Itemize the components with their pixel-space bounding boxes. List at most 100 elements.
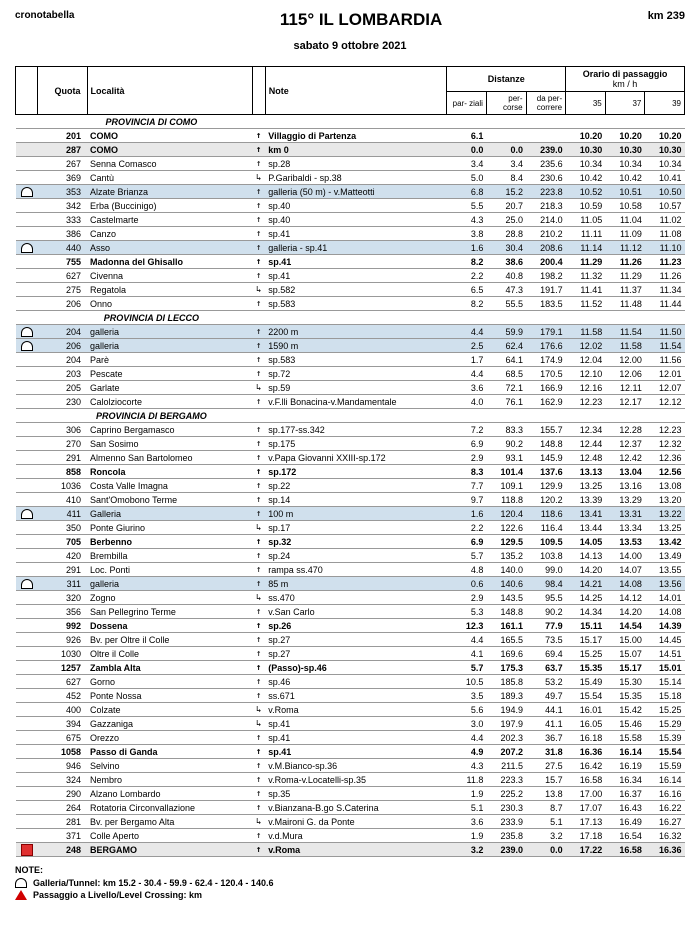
time-35: 14.34 xyxy=(566,605,606,619)
direction-icon: ↑ xyxy=(252,801,265,815)
dist-parziali: 3.6 xyxy=(447,381,487,395)
dist-parziali: 8.2 xyxy=(447,297,487,311)
dist-dapercorrere: 44.1 xyxy=(526,703,566,717)
time-39: 15.01 xyxy=(645,661,685,675)
time-35: 14.21 xyxy=(566,577,606,591)
localita: Ponte Nossa xyxy=(87,689,252,703)
direction-icon: ↑ xyxy=(252,577,265,591)
note: galleria (50 m) - v.Matteotti xyxy=(265,185,447,199)
dist-percorse xyxy=(486,129,526,143)
quota: 275 xyxy=(38,283,88,297)
direction-icon: ↑ xyxy=(252,395,265,409)
dist-percorse: 169.6 xyxy=(486,647,526,661)
dist-percorse: 76.1 xyxy=(486,395,526,409)
dist-parziali: 6.1 xyxy=(447,129,487,143)
time-39: 16.22 xyxy=(645,801,685,815)
table-row: 410Sant'Omobono Terme↑sp.149.7118.8120.2… xyxy=(16,493,685,507)
quota: 675 xyxy=(38,731,88,745)
table-row: 440Asso↑galleria - sp.411.630.4208.611.1… xyxy=(16,241,685,255)
quota: 290 xyxy=(38,787,88,801)
quota: 411 xyxy=(38,507,88,521)
dist-parziali: 2.5 xyxy=(447,339,487,353)
time-37: 15.58 xyxy=(605,731,645,745)
dist-parziali: 11.8 xyxy=(447,773,487,787)
time-35: 15.49 xyxy=(566,675,606,689)
dist-percorse: 3.4 xyxy=(486,157,526,171)
col-localita: Località xyxy=(87,67,252,115)
direction-icon: ↑ xyxy=(252,773,265,787)
dist-percorse: 83.3 xyxy=(486,423,526,437)
dist-dapercorrere: 109.5 xyxy=(526,535,566,549)
dist-parziali: 4.0 xyxy=(447,395,487,409)
dist-parziali: 7.2 xyxy=(447,423,487,437)
table-row: 411Galleria↑100 m1.6120.4118.613.4113.31… xyxy=(16,507,685,521)
dist-dapercorrere: 77.9 xyxy=(526,619,566,633)
dist-dapercorrere: 218.3 xyxy=(526,199,566,213)
time-35: 15.25 xyxy=(566,647,606,661)
localita: COMO xyxy=(87,129,252,143)
dist-dapercorrere: 176.6 xyxy=(526,339,566,353)
dist-parziali: 3.8 xyxy=(447,227,487,241)
quota: 205 xyxy=(38,381,88,395)
quota: 291 xyxy=(38,451,88,465)
dist-percorse: 109.1 xyxy=(486,479,526,493)
quota: 452 xyxy=(38,689,88,703)
time-37: 16.49 xyxy=(605,815,645,829)
dist-parziali: 5.5 xyxy=(447,199,487,213)
time-35: 17.13 xyxy=(566,815,606,829)
dist-dapercorrere: 95.5 xyxy=(526,591,566,605)
direction-icon: ↑ xyxy=(252,325,265,339)
direction-icon: ↑ xyxy=(252,199,265,213)
time-39: 13.22 xyxy=(645,507,685,521)
dist-dapercorrere: 13.8 xyxy=(526,787,566,801)
time-37: 12.28 xyxy=(605,423,645,437)
note: 85 m xyxy=(265,577,447,591)
quota: 627 xyxy=(38,269,88,283)
direction-icon: ↑ xyxy=(252,451,265,465)
time-35: 10.52 xyxy=(566,185,606,199)
dist-parziali: 3.2 xyxy=(447,843,487,857)
direction-icon: ↳ xyxy=(252,521,265,535)
direction-icon: ↑ xyxy=(252,269,265,283)
dist-parziali: 1.9 xyxy=(447,787,487,801)
dist-dapercorrere: 183.5 xyxy=(526,297,566,311)
note-tunnel-text: Galleria/Tunnel: km 15.2 - 30.4 - 59.9 -… xyxy=(33,878,273,888)
table-row: 386Canzo↑sp.413.828.8210.211.1111.0911.0… xyxy=(16,227,685,241)
time-39: 11.54 xyxy=(645,339,685,353)
dist-dapercorrere: 162.9 xyxy=(526,395,566,409)
time-35: 11.32 xyxy=(566,269,606,283)
time-39: 11.08 xyxy=(645,227,685,241)
table-row: 1058Passo di Ganda↑sp.414.9207.231.816.3… xyxy=(16,745,685,759)
note-level-line: Passaggio a Livello/Level Crossing: km xyxy=(15,890,685,900)
table-row: 306Caprino Bergamasco↑sp.177-ss.3427.283… xyxy=(16,423,685,437)
time-37: 14.54 xyxy=(605,619,645,633)
col-orario: Orario di passaggio km / h xyxy=(566,67,685,92)
time-37: 15.46 xyxy=(605,717,645,731)
dist-dapercorrere: 69.4 xyxy=(526,647,566,661)
table-row: 206galleria↑1590 m2.562.4176.612.0211.58… xyxy=(16,339,685,353)
dist-dapercorrere: 208.6 xyxy=(526,241,566,255)
time-37: 11.37 xyxy=(605,283,645,297)
direction-icon: ↑ xyxy=(252,563,265,577)
note: sp.583 xyxy=(265,353,447,367)
table-row: 205Garlate↳sp.593.672.1166.912.1612.1112… xyxy=(16,381,685,395)
time-37: 13.04 xyxy=(605,465,645,479)
dist-percorse: 20.7 xyxy=(486,199,526,213)
quota: 410 xyxy=(38,493,88,507)
table-row: 248BERGAMO↑v.Roma3.2239.00.017.2216.5816… xyxy=(16,843,685,857)
dist-dapercorrere: 166.9 xyxy=(526,381,566,395)
time-37: 10.20 xyxy=(605,129,645,143)
localita: Dossena xyxy=(87,619,252,633)
direction-icon: ↑ xyxy=(252,731,265,745)
table-row: 926Bv. per Oltre il Colle↑sp.274.4165.57… xyxy=(16,633,685,647)
time-37: 15.30 xyxy=(605,675,645,689)
dist-percorse: 175.3 xyxy=(486,661,526,675)
dist-percorse: 38.6 xyxy=(486,255,526,269)
dist-dapercorrere: 230.6 xyxy=(526,171,566,185)
quota: 248 xyxy=(38,843,88,857)
time-37: 10.30 xyxy=(605,143,645,157)
dist-percorse: 140.6 xyxy=(486,577,526,591)
direction-icon: ↑ xyxy=(252,745,265,759)
time-37: 11.12 xyxy=(605,241,645,255)
time-37: 11.09 xyxy=(605,227,645,241)
